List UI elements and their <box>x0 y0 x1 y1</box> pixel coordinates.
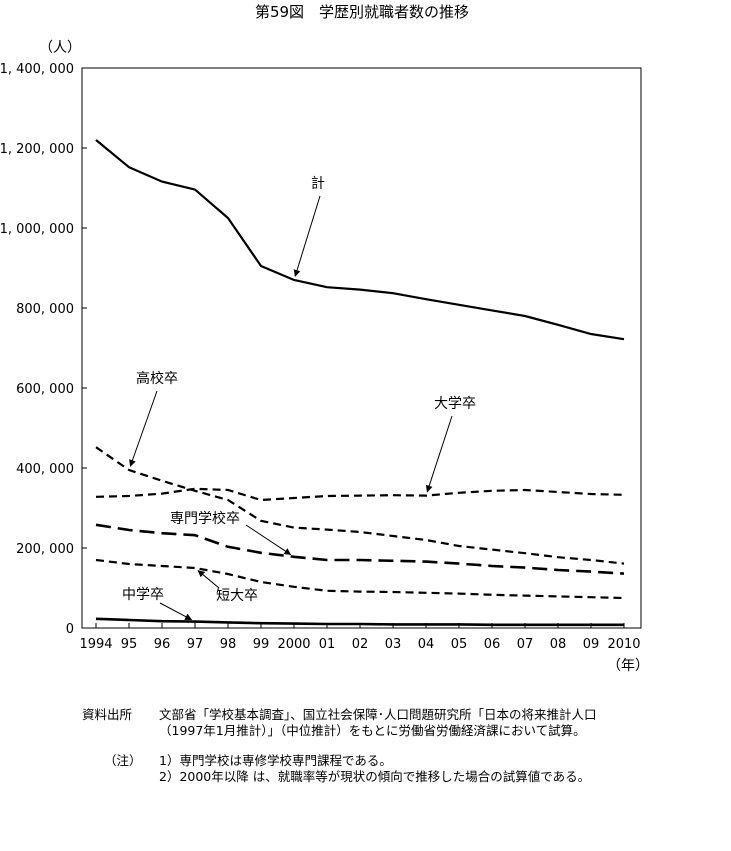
chart-notes: 資料出所 文部省「学校基本調査」、国立社会保障･人口問題研究所「日本の将来推計人… <box>82 707 722 784</box>
y-tick-label: 1, 200, 000 <box>0 142 74 157</box>
note-1-text: 専門学校は専修学校専門課程である。 <box>179 753 392 768</box>
annotation-label-junior-college: 短大卒 <box>216 588 258 604</box>
x-tick-label: 96 <box>154 637 171 652</box>
y-tick-label: 1, 400, 000 <box>0 62 74 77</box>
x-tick-label: 04 <box>418 637 435 652</box>
series-line-vocational-school <box>95 523 625 575</box>
note-2-text: 2000年以降 は、就職率等が現状の傾向で推移した場合の試算値である。 <box>179 768 591 784</box>
x-tick-label: 03 <box>385 637 402 652</box>
y-tick-label: 200, 000 <box>16 542 74 557</box>
series-line-total <box>95 139 625 341</box>
annotation-label-university: 大学卒 <box>434 396 476 412</box>
y-tick-label: 600, 000 <box>16 382 74 397</box>
annotation-arrow-junior-high <box>159 602 193 621</box>
x-tick-label: 05 <box>451 637 468 652</box>
x-tick-label: 01 <box>319 637 336 652</box>
x-tick-label: 02 <box>352 637 369 652</box>
y-tick-label: 400, 000 <box>16 462 74 477</box>
x-tick-label: 09 <box>583 637 600 652</box>
annotation-arrow-total <box>293 195 321 277</box>
annotation-label-high-school: 高校卒 <box>136 370 178 387</box>
source-label: 資料出所 <box>82 707 133 722</box>
x-tick-label: 2000 <box>277 637 310 652</box>
note-2-number: 2） <box>159 768 180 784</box>
source-text: 文部省「学校基本調査」、国立社会保障･人口問題研究所「日本の将来推計人口（199… <box>159 707 597 738</box>
annotation-arrow-junior-college <box>197 570 220 589</box>
x-tick-label: 95 <box>121 637 138 652</box>
x-tick-label: 99 <box>253 637 270 652</box>
y-axis-unit-label: （人） <box>39 40 81 56</box>
series-line-high-school <box>95 446 625 565</box>
y-tick-label: 0 <box>66 622 74 637</box>
x-tick-label: 98 <box>220 637 237 652</box>
series-line-junior-college <box>95 558 625 600</box>
note-1-number: 1） <box>159 753 180 768</box>
note-2: 2）2000年以降 は、就職率等が現状の傾向で推移した場合の試算値である。 <box>82 769 722 785</box>
x-tick-label: 07 <box>517 637 534 652</box>
x-axis-unit-label: （年） <box>607 658 649 674</box>
annotation-label-junior-high: 中学卒 <box>122 587 164 603</box>
annotation-arrow-vocational-school <box>245 524 292 556</box>
y-tick-label: 1, 000, 000 <box>0 222 74 237</box>
annotation-arrow-university <box>425 415 453 493</box>
annotation-label-total: 計 <box>311 176 325 192</box>
line-chart: 第59図 学歴別就職者数の推移 （人） （年） 0 200, 000 400, 00… <box>0 3 649 674</box>
note-label: （注） <box>104 753 142 768</box>
annotation-label-vocational-school: 専門学校卒 <box>170 510 240 527</box>
chart-title: 第59図 学歴別就職者数の推移 <box>255 3 469 21</box>
note-1: （注） 1）専門学校は専修学校専門課程である。 <box>82 753 722 769</box>
source-note: 資料出所 文部省「学校基本調査」、国立社会保障･人口問題研究所「日本の将来推計人… <box>82 707 722 753</box>
plot-frame <box>81 67 642 629</box>
x-tick-label: 97 <box>187 637 204 652</box>
x-tick-label: 1994 <box>79 637 112 652</box>
x-tick-label: 2010 <box>607 637 640 652</box>
annotation-arrow-high-school <box>129 390 158 467</box>
x-tick-label: 08 <box>550 637 567 652</box>
x-tick-label: 06 <box>484 637 501 652</box>
series-line-junior-high <box>95 617 624 627</box>
y-tick-label: 800, 000 <box>16 302 74 317</box>
series-line-university <box>95 487 625 502</box>
